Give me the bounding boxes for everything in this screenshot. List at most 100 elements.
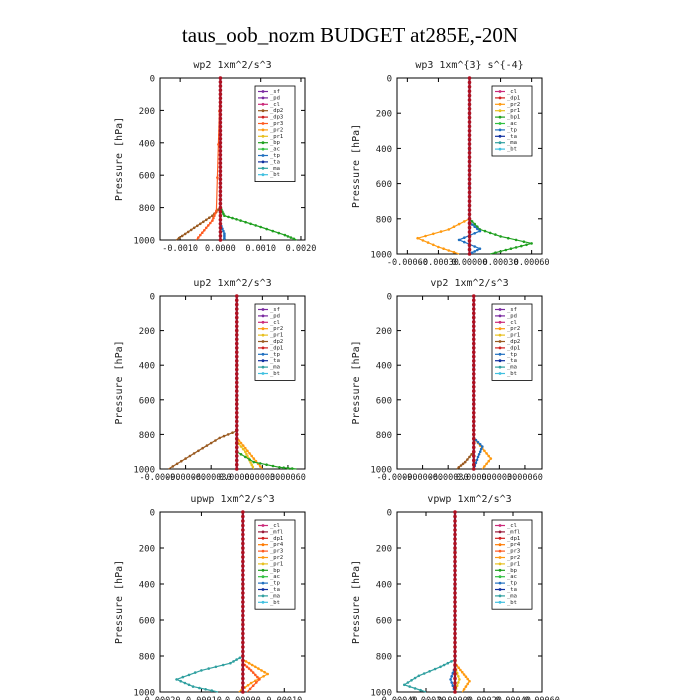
- zero-profile-point: [453, 600, 457, 604]
- series-point: [457, 222, 461, 226]
- series-point: [215, 209, 218, 213]
- series-point: [248, 452, 251, 455]
- series-line-ma: [402, 512, 456, 693]
- legend-marker: [261, 122, 265, 125]
- legend-entry: _mfl: [507, 529, 520, 535]
- zero-profile-point: [471, 320, 476, 324]
- x-tick-label: 0.00000: [219, 473, 255, 483]
- zero-profile-point: [218, 157, 223, 161]
- series-point: [239, 453, 243, 456]
- series-point: [209, 441, 213, 445]
- zero-profile-point: [218, 132, 223, 137]
- zero-profile-point: [453, 685, 457, 690]
- series-point: [252, 457, 256, 460]
- series-point: [211, 219, 214, 222]
- legend-marker: [261, 600, 265, 604]
- series-point: [192, 226, 196, 230]
- zero-profile-point: [234, 389, 239, 393]
- zero-profile-point: [218, 128, 223, 133]
- zero-profile-point: [453, 631, 457, 636]
- zero-profile-point: [234, 315, 239, 320]
- legend-entry: _cl: [270, 320, 280, 326]
- y-tick-label: 800: [139, 204, 155, 214]
- series-point: [249, 461, 252, 464]
- series-point: [205, 218, 208, 222]
- series-point: [191, 685, 195, 688]
- x-tick-label: 0.00060: [270, 473, 306, 483]
- series-point: [249, 669, 253, 672]
- series-point: [476, 225, 479, 228]
- series-point: [476, 227, 479, 231]
- series-point: [464, 675, 468, 678]
- legend-marker: [498, 543, 502, 547]
- y-axis-label: Pressure [hPa]: [351, 124, 362, 208]
- zero-profile-point: [471, 294, 476, 298]
- zero-profile-point: [218, 238, 223, 242]
- series-point: [246, 684, 250, 687]
- zero-profile-point: [453, 663, 457, 667]
- series-point: [181, 675, 185, 679]
- series-point: [197, 236, 200, 239]
- legend-entry: _pr2: [507, 102, 520, 108]
- series-line-pr3: [195, 77, 221, 241]
- series-point: [193, 671, 197, 674]
- series-point: [464, 685, 468, 688]
- series-point: [439, 230, 443, 233]
- legend-entry: _ma: [270, 166, 280, 172]
- zero-profile-point: [218, 92, 223, 96]
- legend-marker: [261, 154, 265, 157]
- legend-entry: _ta: [270, 159, 280, 165]
- zero-profile-point: [241, 528, 245, 532]
- y-tick-label: 200: [376, 545, 392, 555]
- zero-profile-point: [453, 532, 457, 537]
- zero-profile-point: [234, 333, 239, 337]
- legend-marker: [261, 96, 265, 100]
- zero-profile-point: [218, 218, 223, 222]
- legend-entry: _bt: [507, 600, 517, 606]
- series-point: [249, 222, 252, 226]
- series-point: [223, 214, 226, 217]
- legend-entry: _ac: [270, 147, 280, 153]
- series-point: [422, 672, 426, 675]
- series-point: [259, 225, 263, 229]
- zero-profile-point: [453, 537, 457, 541]
- legend-marker: [261, 588, 265, 591]
- series-point: [209, 221, 212, 225]
- legend-marker: [261, 109, 265, 113]
- zero-profile-point: [467, 181, 472, 186]
- legend-entry: _dp1: [507, 95, 520, 101]
- series-point: [235, 218, 238, 221]
- series-point: [432, 243, 435, 247]
- zero-profile-point: [218, 116, 223, 121]
- zero-profile-point: [453, 586, 457, 591]
- chart-panel-2: wp3 1xm^{3} s^{-4} Pressure [hPa] 0 200 400 6…: [351, 60, 550, 268]
- series-point: [478, 443, 482, 446]
- series-point: [459, 464, 463, 467]
- zero-profile-point: [467, 102, 472, 107]
- zero-profile-point: [471, 458, 476, 463]
- series-point: [416, 236, 420, 240]
- legend-entry: _dp2: [270, 108, 283, 114]
- zero-profile-point: [218, 124, 223, 129]
- zero-profile-point: [453, 550, 457, 555]
- series-point: [202, 220, 205, 224]
- legend-entry: _bt: [270, 600, 280, 606]
- zero-profile-point: [467, 168, 472, 173]
- legend-marker: [261, 115, 265, 119]
- zero-profile-point: [471, 432, 476, 437]
- series-point: [457, 681, 460, 684]
- series-point: [246, 449, 249, 453]
- x-tick-label: -0.00030: [418, 258, 459, 268]
- series-point: [494, 233, 497, 236]
- y-tick-label: 1000: [370, 251, 392, 261]
- zero-profile-point: [241, 600, 245, 604]
- legend-marker: [261, 575, 265, 579]
- series-point: [207, 224, 210, 227]
- series-point: [478, 229, 482, 233]
- series-point: [245, 665, 249, 669]
- legend-marker: [498, 314, 502, 318]
- legend-marker: [261, 134, 265, 138]
- zero-profile-point: [467, 146, 472, 151]
- zero-profile-point: [467, 80, 472, 85]
- legend-entry: _pr1: [507, 561, 520, 567]
